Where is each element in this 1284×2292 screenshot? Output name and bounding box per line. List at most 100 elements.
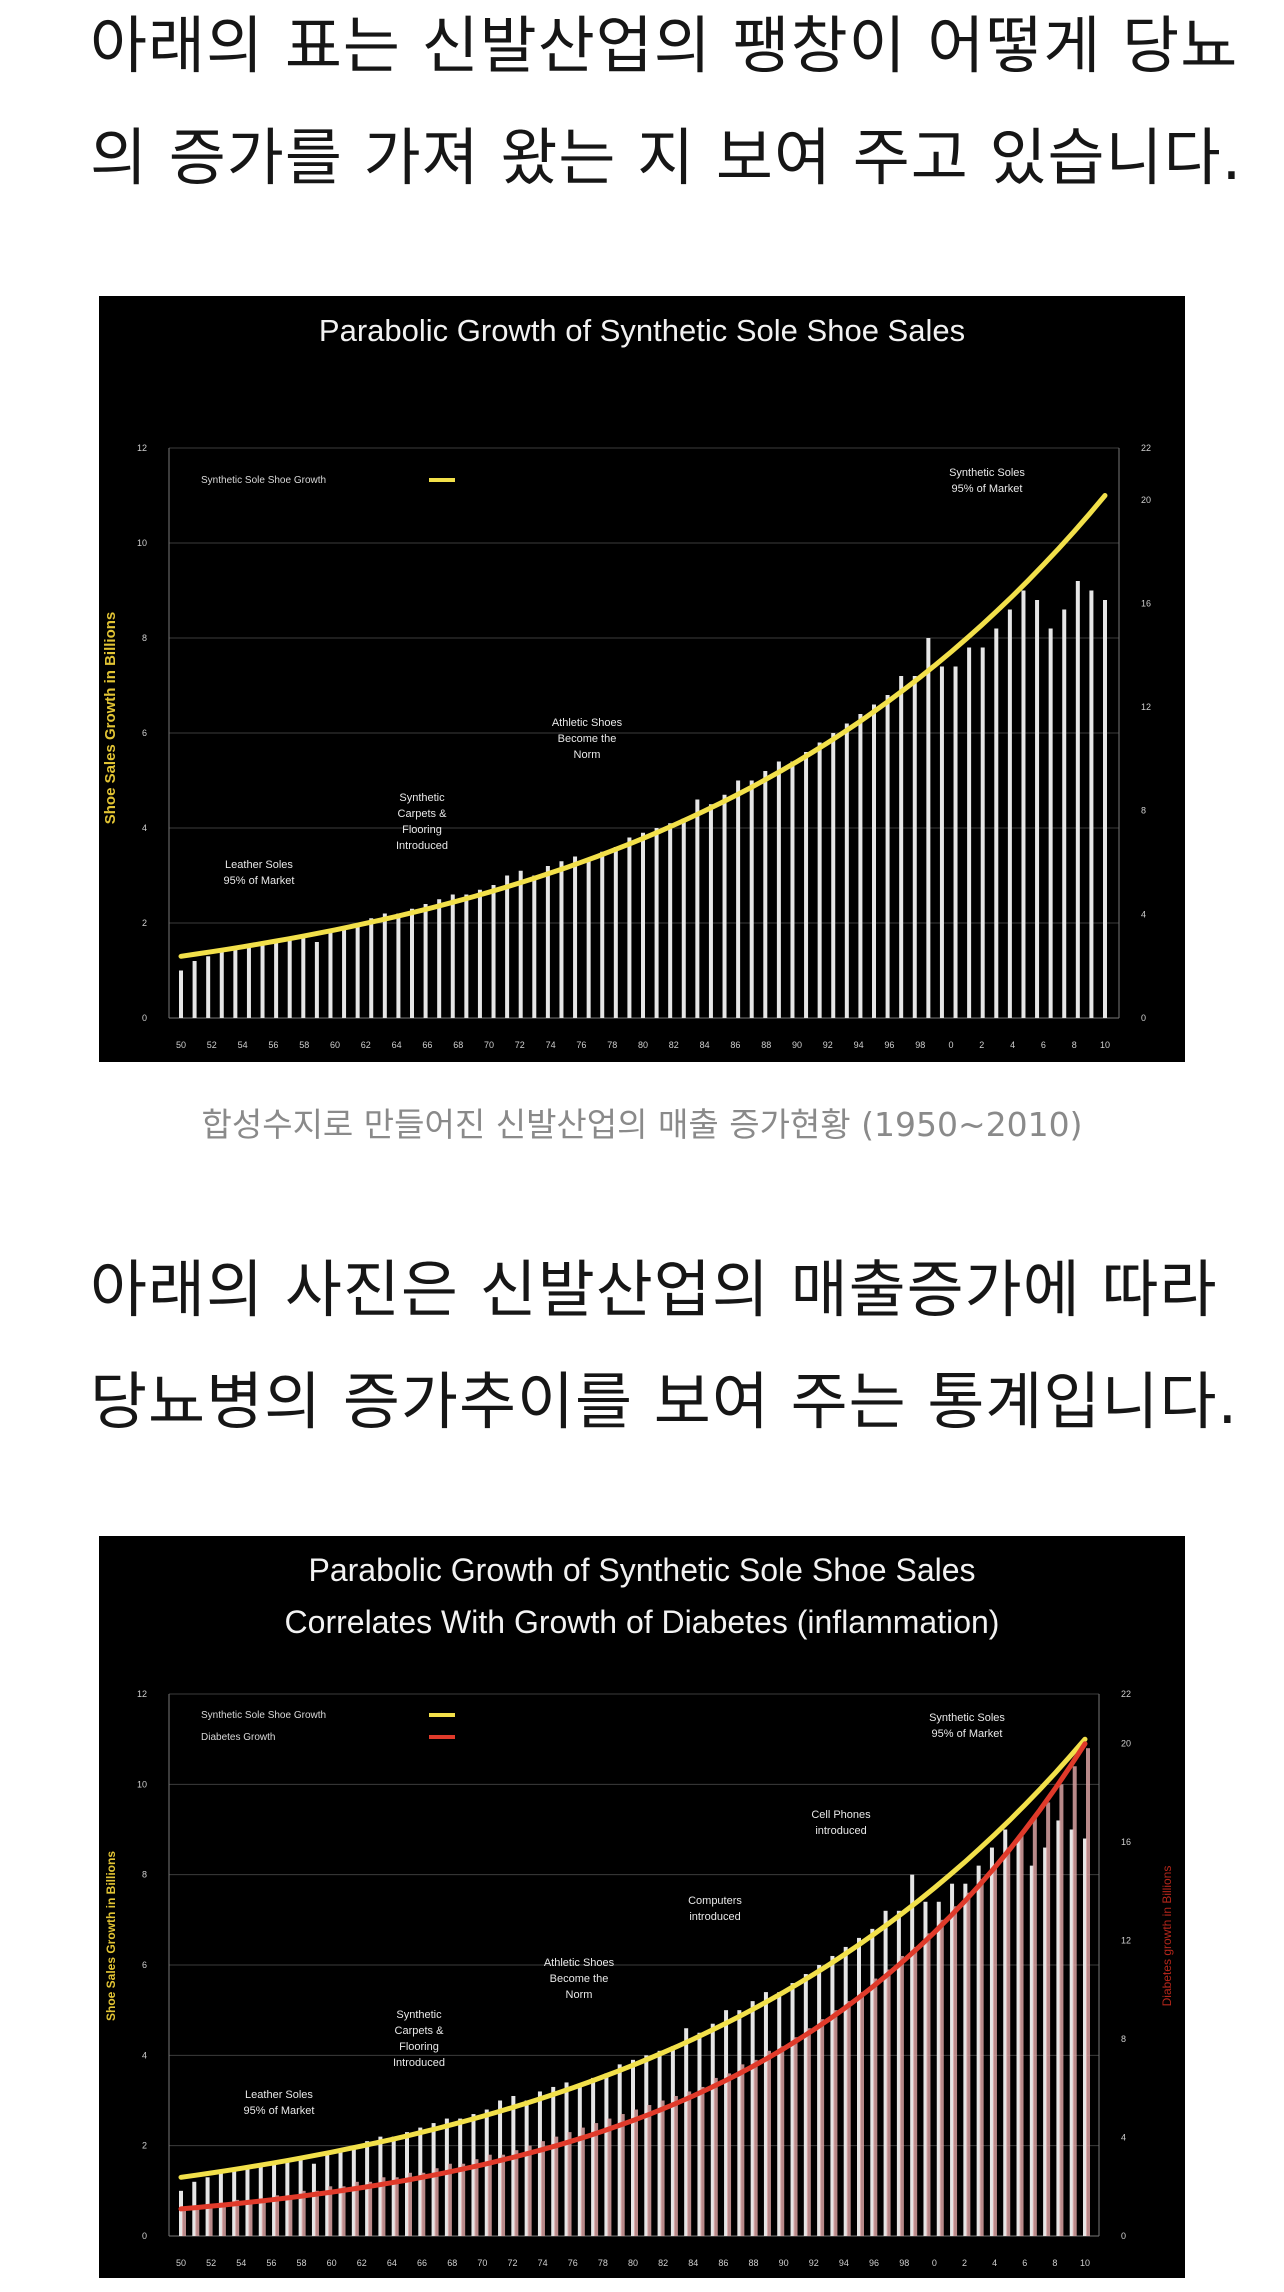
bar: [206, 956, 211, 1018]
bar: [431, 2123, 436, 2236]
bar: [418, 2127, 423, 2236]
bar: [1103, 600, 1107, 1018]
bar-diabetes: [408, 2172, 412, 2236]
second-line-2: 당뇨병의 증가추이를 보여 주는 통계입니다.: [90, 1365, 1239, 1438]
annotation: Leather Soles 95% of Market: [244, 2089, 315, 2117]
y2-tick-label: 8: [1121, 2034, 1126, 2044]
x-tick-label: 60: [330, 1040, 340, 1050]
bar-diabetes: [261, 2199, 266, 2236]
bar-diabetes: [567, 2132, 572, 2236]
bar: [1016, 1838, 1021, 2236]
y2-tick-label: 20: [1121, 1738, 1131, 1748]
bar-diabetes: [727, 2073, 732, 2236]
x-tick-label: 74: [538, 2258, 548, 2268]
bar: [464, 894, 469, 1018]
bar: [524, 2100, 529, 2236]
bar: [471, 2114, 476, 2236]
x-tick-label: 10: [1100, 1040, 1110, 1050]
bar: [437, 899, 442, 1018]
x-tick-label: 78: [607, 1040, 617, 1050]
bar: [749, 780, 754, 1018]
bar-diabetes: [314, 2190, 319, 2236]
bar: [963, 1883, 968, 2236]
bar: [410, 908, 414, 1018]
x-tick-label: 82: [658, 2258, 668, 2268]
bar: [994, 628, 999, 1018]
second-line-1: 아래의 사진은 신발산업의 매출증가에 따라: [90, 1253, 1218, 1326]
x-tick-label: 0: [932, 2258, 937, 2268]
bar: [641, 832, 645, 1018]
x-tick-label: 2: [962, 2258, 967, 2268]
y2-tick-label: 12: [1121, 1935, 1131, 1945]
bar: [301, 937, 306, 1018]
x-tick-label: 92: [823, 1040, 833, 1050]
bar: [980, 647, 985, 1018]
bar: [627, 837, 632, 1018]
annotation: Synthetic Soles 95% of Market: [949, 467, 1025, 495]
x-tick-label: 72: [507, 2258, 517, 2268]
bar: [600, 851, 605, 1018]
bar: [396, 913, 401, 1018]
x-tick-label: 4: [992, 2258, 997, 2268]
chart-title: Parabolic Growth of Synthetic Sole Shoe …: [308, 1552, 975, 1588]
y2-axis-label: Diabetes growth in Billions: [1160, 1866, 1174, 2007]
bar-diabetes: [447, 2163, 452, 2236]
bar: [382, 913, 387, 1018]
bar-diabetes: [793, 2037, 798, 2236]
y-axis-label: Shoe Sales Growth in Billions: [102, 612, 119, 825]
bar: [763, 771, 768, 1018]
bar: [631, 2059, 635, 2236]
y-tick-label: 12: [137, 443, 147, 453]
bar-diabetes: [474, 2159, 479, 2236]
y-tick-label: 6: [142, 1960, 147, 1970]
bar-diabetes: [992, 1865, 997, 2236]
x-tick-label: 84: [688, 2258, 698, 2268]
x-tick-label: 58: [299, 1040, 309, 1050]
bar-diabetes: [341, 2186, 346, 2236]
x-tick-label: 76: [576, 1040, 586, 1050]
y-tick-label: 6: [142, 728, 147, 738]
x-tick-label: 0: [948, 1040, 953, 1050]
bar: [899, 676, 904, 1018]
bar: [179, 970, 183, 1018]
x-tick-label: 64: [387, 2258, 397, 2268]
bar-diabetes: [926, 1933, 931, 2236]
bar: [577, 2086, 582, 2236]
x-tick-label: 8: [1052, 2258, 1057, 2268]
intro-line-2: 의 증가를 가져 왔는 지 보여 주고 있습니다.: [90, 121, 1243, 194]
bar: [423, 904, 428, 1018]
bar: [342, 927, 347, 1018]
bar-diabetes: [753, 2059, 758, 2236]
y2-tick-label: 4: [1141, 909, 1146, 919]
bar: [573, 856, 578, 1018]
x-tick-label: 54: [238, 1040, 248, 1050]
bar-diabetes: [1032, 1815, 1037, 2236]
bar-diabetes: [275, 2195, 280, 2236]
bar: [537, 2091, 542, 2236]
y-tick-label: 10: [137, 538, 147, 548]
bar: [654, 828, 659, 1018]
bar: [1021, 590, 1026, 1018]
bar-diabetes: [979, 1879, 984, 2236]
x-tick-label: 98: [899, 2258, 909, 2268]
bar-diabetes: [1019, 1834, 1024, 2236]
bar-diabetes: [953, 1906, 958, 2236]
x-tick-label: 52: [207, 1040, 217, 1050]
bar-diabetes: [554, 2136, 559, 2236]
annotation: Synthetic Carpets & Flooring Introduced: [396, 792, 448, 852]
bar: [777, 1992, 782, 2236]
bar: [405, 2132, 409, 2236]
bar: [192, 961, 197, 1018]
bar: [670, 2046, 675, 2236]
bar: [1075, 581, 1080, 1018]
bar-diabetes: [328, 2186, 333, 2236]
bar: [710, 2023, 715, 2236]
x-tick-label: 86: [730, 1040, 740, 1050]
bar-diabetes: [939, 1919, 944, 2236]
bar: [551, 2086, 556, 2236]
bar: [844, 723, 849, 1018]
bar: [872, 704, 876, 1018]
bar-diabetes: [501, 2154, 506, 2236]
bar: [817, 742, 822, 1018]
bar-diabetes: [421, 2172, 426, 2236]
